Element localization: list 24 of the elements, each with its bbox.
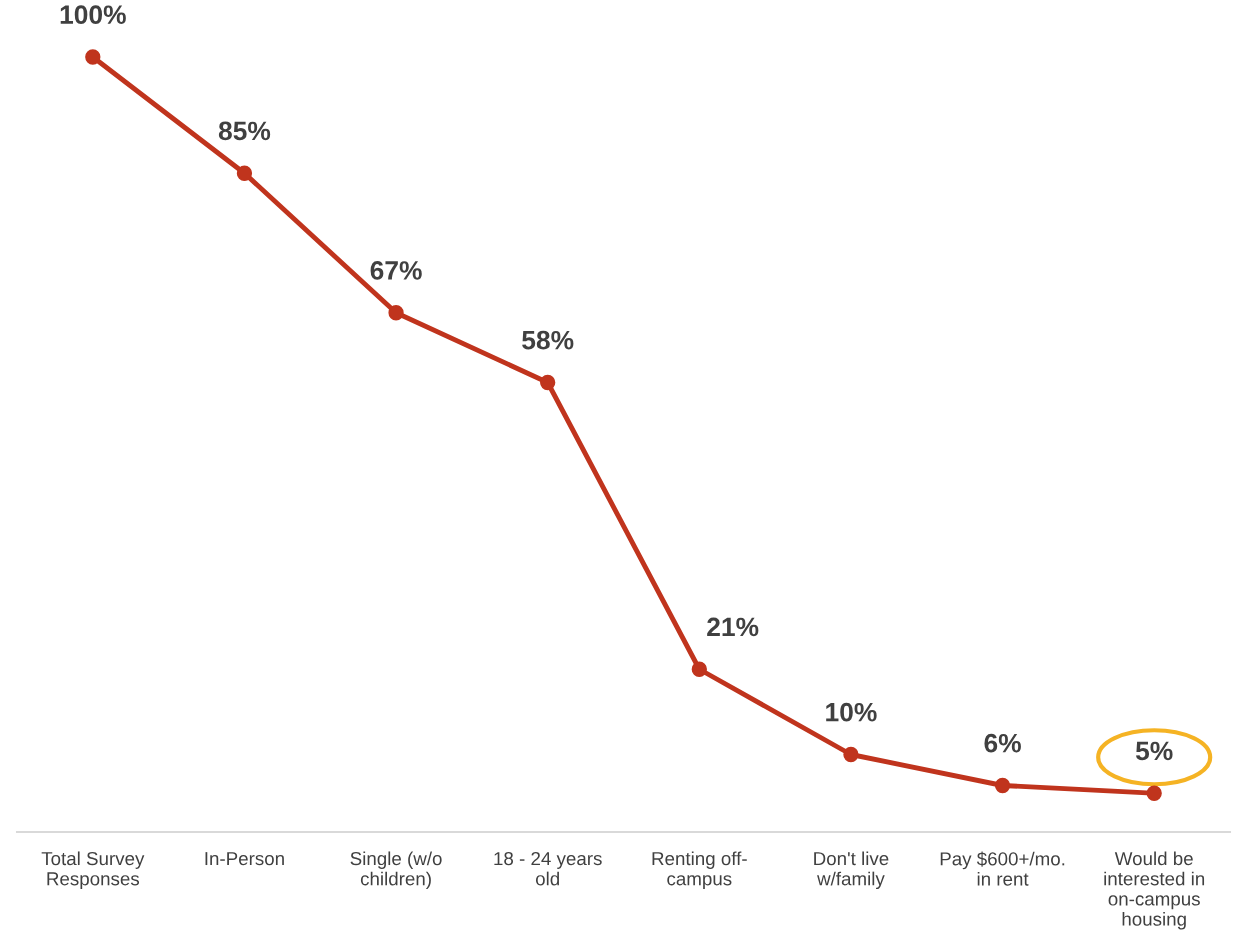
point [1146, 785, 1162, 801]
data-label: 100% [60, 5, 126, 25]
data-label: 6% [984, 733, 1021, 753]
data-label: 85% [218, 121, 271, 141]
x-tick-label: Don't live w/family [814, 851, 889, 890]
data-label: 5% [1135, 741, 1173, 761]
x-tick-label: Single (w/o children) [350, 851, 442, 890]
point [388, 305, 404, 321]
x-tick-label: Renting off- campus [652, 851, 747, 890]
point [236, 165, 253, 181]
point [85, 49, 101, 65]
point [691, 661, 707, 677]
data-label: 67% [370, 261, 422, 280]
point [843, 746, 859, 763]
x-tick-label: Would be interested in on-campus housing [1104, 851, 1205, 930]
x-tick-label: Pay $600+/mo. in rent [940, 851, 1065, 886]
data-label: 21% [707, 617, 759, 637]
x-tick-label: In-Person [205, 852, 284, 866]
point [540, 374, 556, 391]
x-tick-label: Total Survey Responses [41, 851, 145, 890]
x-tick-label: 18 - 24 years old [494, 851, 602, 886]
data-label: 58% [522, 330, 574, 350]
point [994, 777, 1011, 794]
data-label: 10% [826, 702, 877, 722]
